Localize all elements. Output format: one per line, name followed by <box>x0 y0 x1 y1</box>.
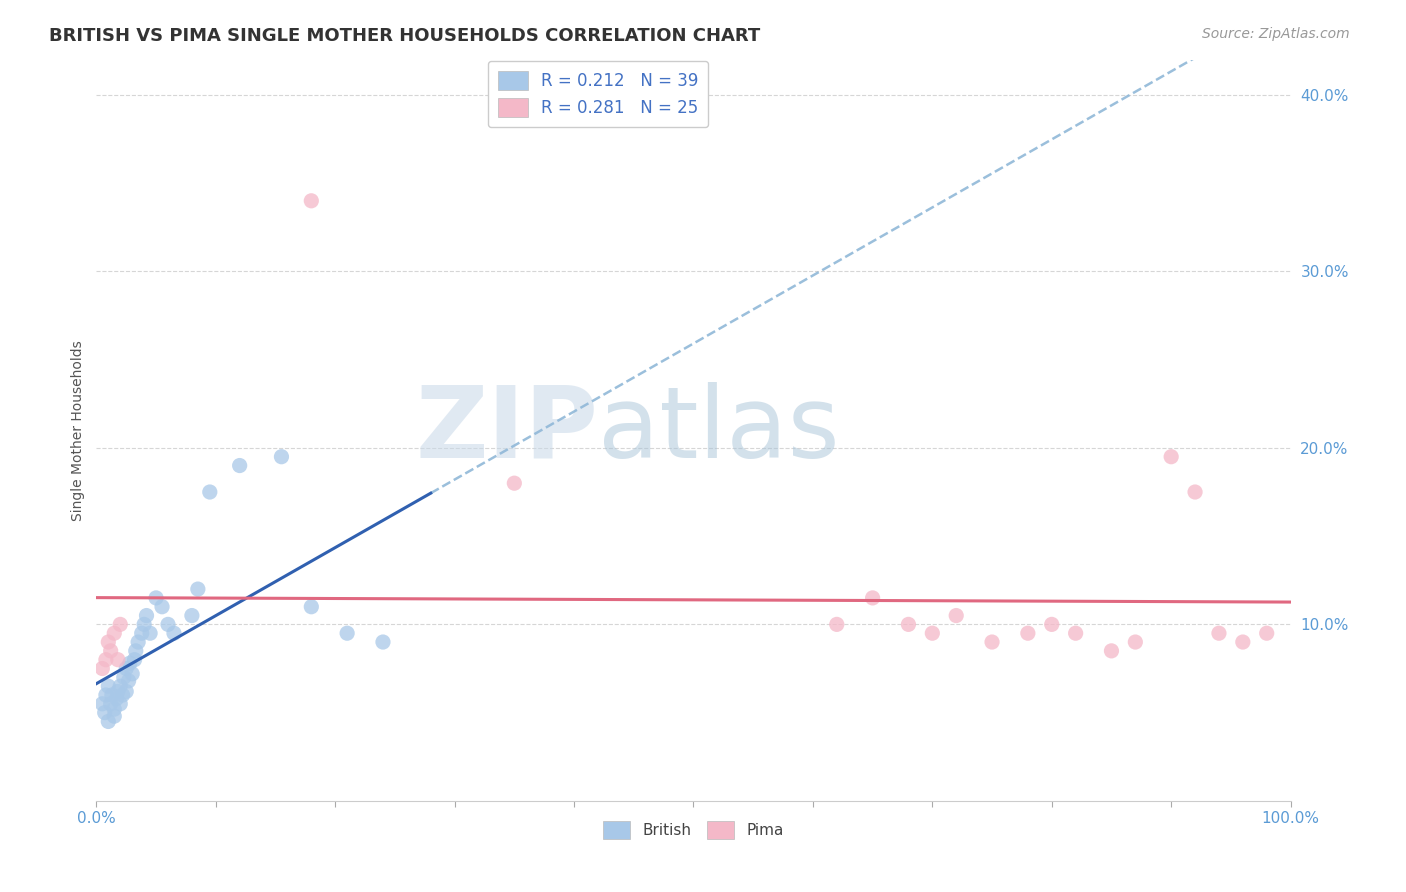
Point <box>105 691 128 706</box>
Point <box>180 608 202 623</box>
Point <box>112 670 135 684</box>
Point <box>100 697 122 711</box>
Point <box>1017 626 1039 640</box>
Point <box>336 626 359 640</box>
Point <box>371 635 394 649</box>
Point <box>131 626 153 640</box>
Point <box>103 702 125 716</box>
Text: Source: ZipAtlas.com: Source: ZipAtlas.com <box>1202 27 1350 41</box>
Point <box>299 194 322 208</box>
Point <box>825 617 848 632</box>
Point <box>110 679 132 693</box>
Text: ZIP: ZIP <box>415 382 598 479</box>
Point <box>1256 626 1278 640</box>
Point <box>503 476 526 491</box>
Point <box>135 608 157 623</box>
Point <box>111 688 134 702</box>
Point <box>1040 617 1063 632</box>
Point <box>118 657 141 671</box>
Point <box>97 679 120 693</box>
Point <box>134 617 156 632</box>
Legend: British, Pima: British, Pima <box>596 815 790 845</box>
Point <box>1125 635 1147 649</box>
Point <box>115 661 138 675</box>
Point <box>921 626 943 640</box>
Point <box>124 653 146 667</box>
Point <box>121 666 143 681</box>
Point <box>163 626 186 640</box>
Point <box>945 608 967 623</box>
Point <box>103 626 125 640</box>
Point <box>270 450 292 464</box>
Point <box>91 697 114 711</box>
Point <box>100 644 122 658</box>
Point <box>101 688 124 702</box>
Point <box>1064 626 1087 640</box>
Point <box>94 653 117 667</box>
Point <box>1208 626 1230 640</box>
Point <box>103 709 125 723</box>
Point <box>117 673 139 688</box>
Point <box>897 617 920 632</box>
Text: atlas: atlas <box>598 382 839 479</box>
Point <box>125 644 148 658</box>
Text: BRITISH VS PIMA SINGLE MOTHER HOUSEHOLDS CORRELATION CHART: BRITISH VS PIMA SINGLE MOTHER HOUSEHOLDS… <box>49 27 761 45</box>
Point <box>156 617 179 632</box>
Point <box>145 591 167 605</box>
Y-axis label: Single Mother Households: Single Mother Households <box>72 340 86 521</box>
Point <box>1101 644 1123 658</box>
Point <box>91 661 114 675</box>
Point <box>110 697 132 711</box>
Point <box>1232 635 1254 649</box>
Point <box>107 653 129 667</box>
Point <box>981 635 1004 649</box>
Point <box>228 458 250 473</box>
Point <box>299 599 322 614</box>
Point <box>115 684 138 698</box>
Point <box>110 617 132 632</box>
Point <box>93 706 115 720</box>
Point <box>97 635 120 649</box>
Point <box>107 684 129 698</box>
Point <box>150 599 173 614</box>
Point <box>187 582 209 596</box>
Point <box>1184 485 1206 500</box>
Point <box>97 714 120 729</box>
Point <box>862 591 884 605</box>
Point <box>127 635 149 649</box>
Point <box>1160 450 1182 464</box>
Point <box>139 626 162 640</box>
Point <box>94 688 117 702</box>
Point <box>198 485 221 500</box>
